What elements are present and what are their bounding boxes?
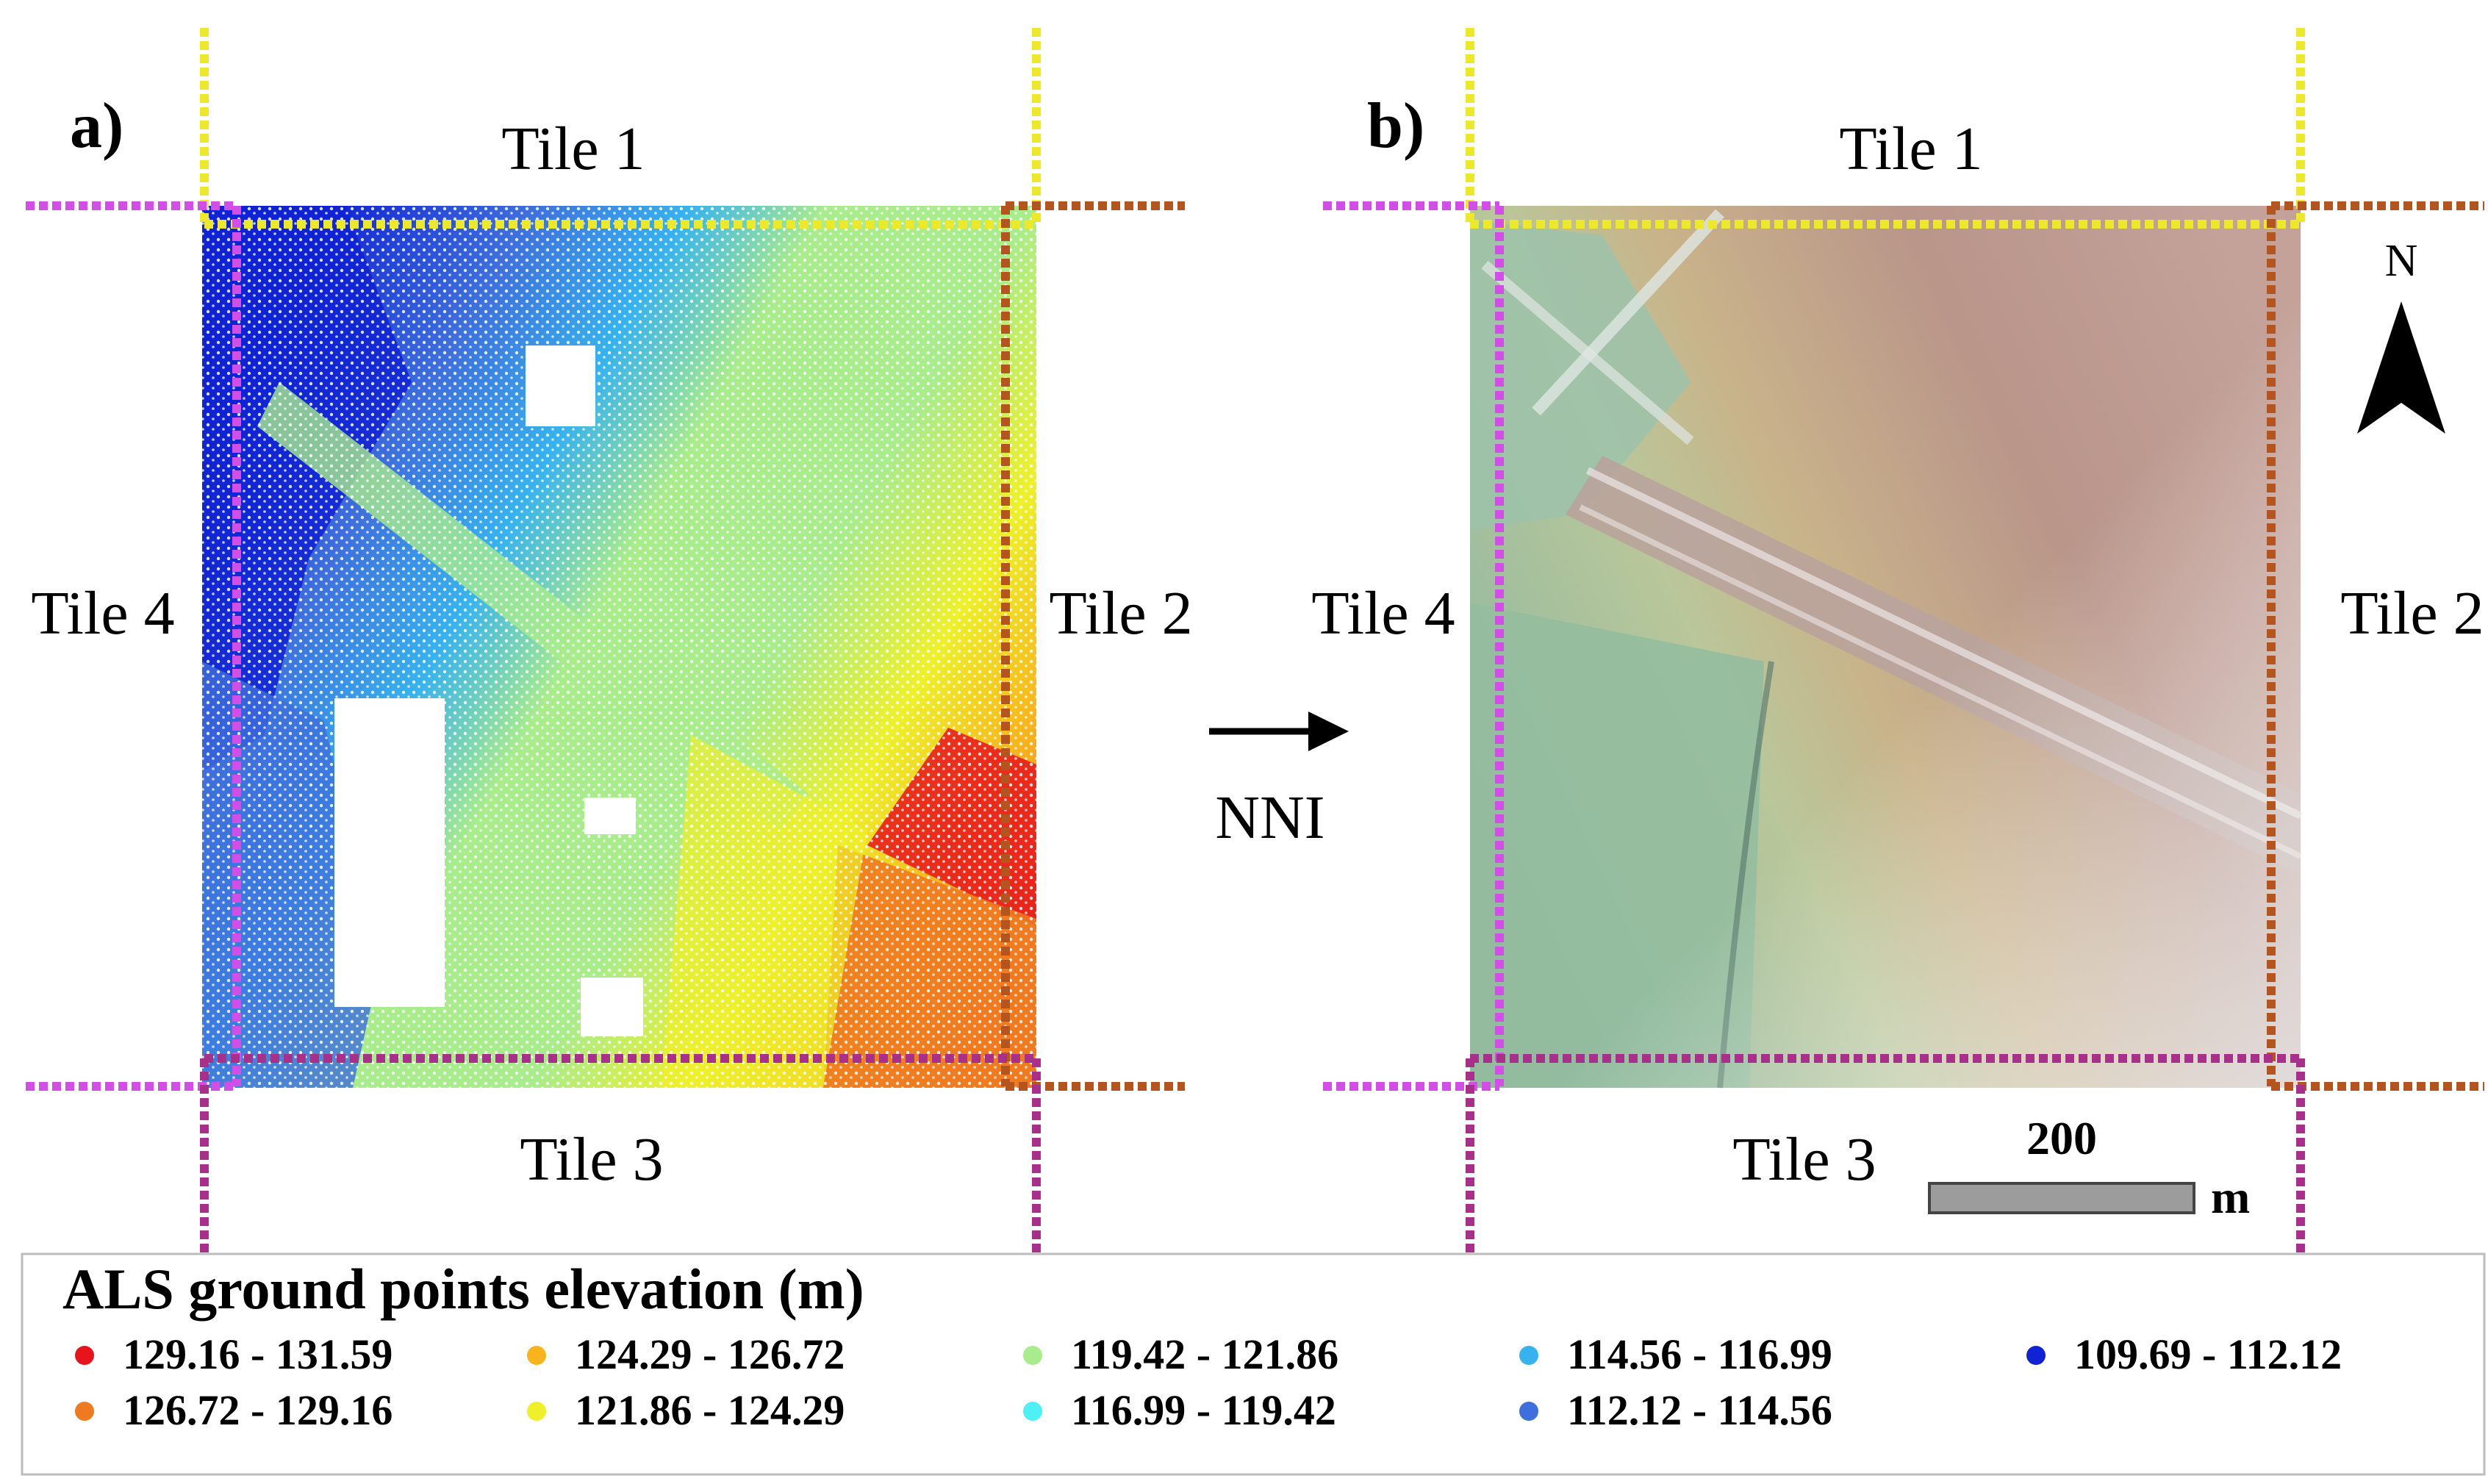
- panel-b: b) Tile 1 Tile 2 Tile 3 Tile 4 N 200 m: [1311, 28, 2484, 1253]
- legend-label: 119.42 - 121.86: [1071, 1330, 1338, 1378]
- legend-swatch: [2026, 1346, 2046, 1365]
- legend-swatch: [527, 1402, 546, 1421]
- panel-a-tile2-label: Tile 2: [1049, 579, 1192, 648]
- legend-swatch: [1519, 1402, 1538, 1421]
- scale-bar-value: 200: [2026, 1112, 2097, 1164]
- panel-a-tile3-label: Tile 3: [520, 1125, 663, 1194]
- nni-label: NNI: [1215, 784, 1324, 852]
- scale-bar-unit: m: [2211, 1171, 2250, 1223]
- legend-swatch: [75, 1402, 94, 1421]
- legend-label: 124.29 - 126.72: [575, 1330, 845, 1378]
- tile-boundaries-a: [26, 28, 1185, 1253]
- panel-b-tile1-label: Tile 1: [1839, 115, 1982, 183]
- legend-label: 121.86 - 124.29: [575, 1386, 845, 1434]
- north-label: N: [2385, 236, 2418, 286]
- legend-swatch: [1519, 1346, 1538, 1365]
- legend-label: 116.99 - 119.42: [1071, 1386, 1336, 1434]
- panel-b-tile2-label: Tile 2: [2340, 579, 2484, 648]
- panel-b-tile3-label: Tile 3: [1732, 1125, 1876, 1194]
- nni-transform-arrow: NNI: [1209, 711, 1349, 852]
- point-cloud-map: [202, 206, 1036, 1088]
- panel-b-label: b): [1367, 90, 1424, 162]
- legend-title: ALS ground points elevation (m): [62, 1257, 864, 1321]
- legend-label: 109.69 - 112.12: [2074, 1330, 2342, 1378]
- north-arrow-icon: [2357, 301, 2445, 434]
- legend-label: 114.56 - 116.99: [1567, 1330, 1832, 1378]
- scale-bar: 200 m: [1928, 1112, 2250, 1223]
- legend-label: 129.16 - 131.59: [123, 1330, 392, 1378]
- tile-boundaries-b: [1323, 28, 2484, 1253]
- legend-swatch: [527, 1346, 546, 1365]
- legend: ALS ground points elevation (m) 129.16 -…: [21, 1252, 2486, 1476]
- panel-b-tile4-label: Tile 4: [1311, 579, 1455, 648]
- north-arrow: N: [2357, 236, 2445, 434]
- scale-bar-rect: [1928, 1182, 2195, 1214]
- legend-swatch: [1023, 1402, 1042, 1421]
- legend-swatch: [1023, 1346, 1042, 1365]
- panel-a: a) Tile 1 Tile 2 Tile 3 Tile 4: [26, 28, 1193, 1253]
- panel-a-label: a): [70, 90, 123, 162]
- legend-label: 112.12 - 114.56: [1567, 1386, 1832, 1434]
- panel-a-tile1-label: Tile 1: [501, 115, 645, 183]
- legend-swatch: [75, 1346, 94, 1365]
- panel-a-tile4-label: Tile 4: [31, 579, 174, 648]
- legend-label: 126.72 - 129.16: [123, 1386, 392, 1434]
- legend-items: 129.16 - 131.59 126.72 - 129.16 124.29 - 1…: [75, 1330, 2342, 1434]
- dem-map: [1470, 206, 2303, 1089]
